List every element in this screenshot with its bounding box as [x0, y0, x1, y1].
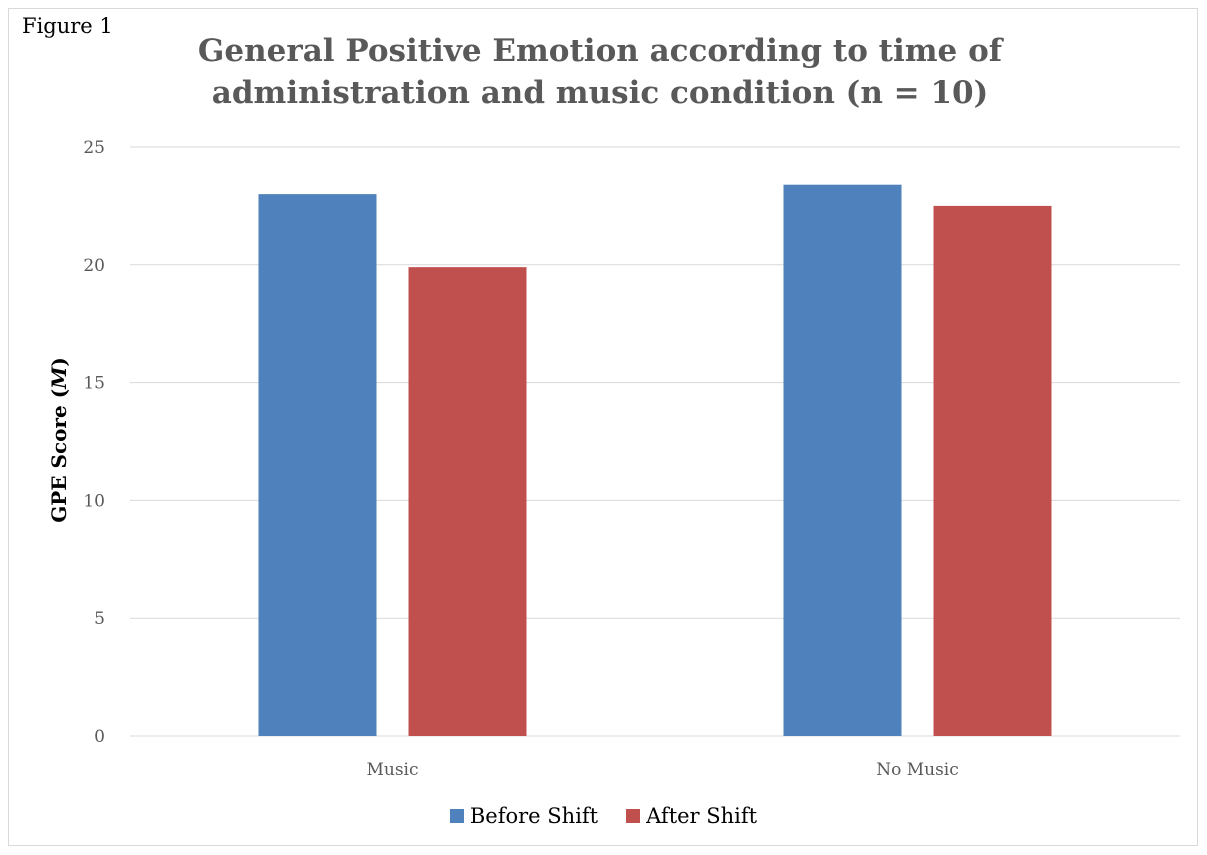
chart-plot: 0 5 10 15 20 25 Music No Music GPE Score (M) — [47, 138, 1180, 780]
legend-entry-after-shift: After Shift — [626, 804, 757, 828]
y-tick-label-5: 5 — [94, 609, 105, 629]
bar-music-before-shift — [258, 194, 377, 736]
y-axis-label-main: GPE Score ( — [47, 389, 71, 523]
legend-swatch-after-shift — [626, 809, 641, 823]
bars — [258, 184, 1052, 737]
y-tick-labels: 0 5 10 15 20 25 — [83, 138, 105, 747]
bar-no-music-before-shift — [783, 184, 902, 737]
y-axis-label: GPE Score (M) — [47, 357, 71, 523]
legend-label-after-shift: After Shift — [646, 804, 758, 828]
legend-label-before-shift: Before Shift — [469, 804, 599, 828]
x-tick-label-no-music: No Music — [876, 760, 959, 780]
y-tick-label-0: 0 — [94, 727, 105, 747]
bar-music-after-shift — [408, 267, 527, 736]
y-tick-label-10: 10 — [83, 491, 105, 511]
x-tick-labels: Music No Music — [366, 760, 958, 780]
y-tick-label-25: 25 — [83, 138, 105, 158]
chart-title: General Positive Emotion according to ti… — [197, 33, 1003, 111]
x-tick-label-music: Music — [366, 760, 418, 780]
y-axis-label-italic: M — [47, 366, 71, 390]
legend-entry-before-shift: Before Shift — [449, 804, 599, 828]
bar-no-music-after-shift — [933, 205, 1052, 736]
y-axis-label-close: ) — [47, 357, 71, 366]
legend-swatch-before-shift — [449, 809, 464, 823]
legend: Before Shift After Shift — [0, 804, 1207, 828]
y-tick-label-15: 15 — [83, 374, 105, 394]
y-tick-label-20: 20 — [83, 256, 105, 276]
figure-label: Figure 1 — [22, 14, 113, 38]
